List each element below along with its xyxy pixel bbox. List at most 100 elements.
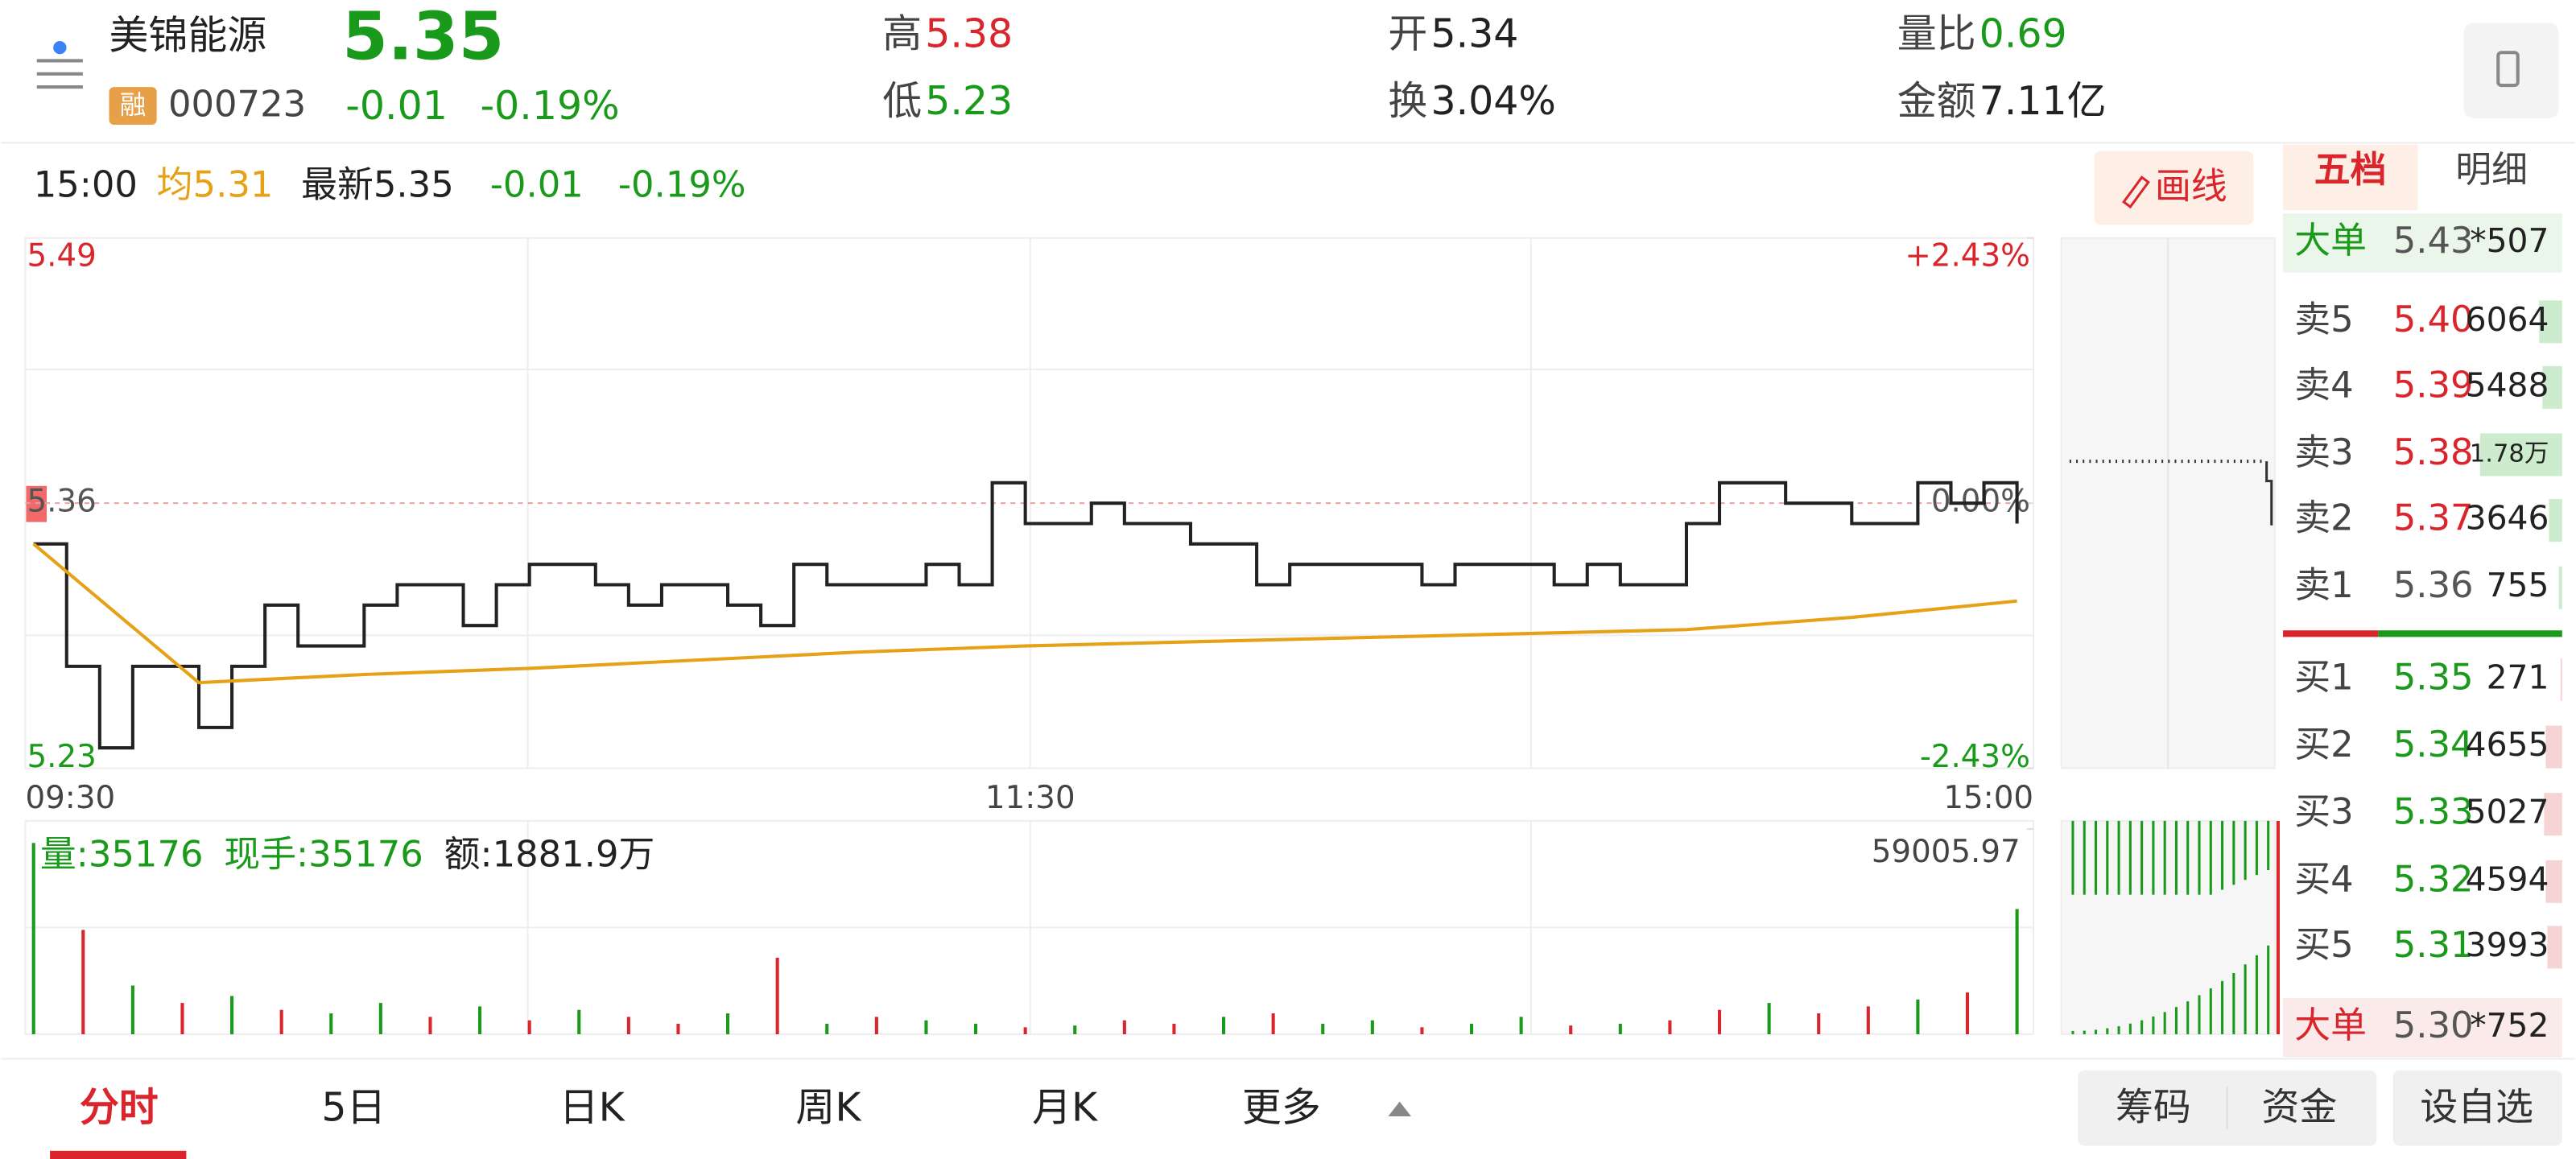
big-order-bg (2283, 213, 2562, 273)
order-label: 卖5 (2294, 298, 2353, 340)
bottom-button[interactable]: 筹码 (2116, 1085, 2191, 1129)
order-label: 卖2 (2294, 497, 2353, 539)
order-volume: 271 (2487, 658, 2549, 696)
order-price: 5.38 (2393, 431, 2474, 473)
depth-bar (2560, 658, 2562, 701)
volume-bar (130, 985, 134, 1034)
price-line (33, 481, 2019, 750)
pen-icon (2122, 175, 2150, 209)
menu-icon[interactable] (36, 40, 83, 89)
stat-value: 5.23 (925, 78, 1013, 124)
order-price: 5.40 (2393, 298, 2474, 340)
volume-bar (1569, 1025, 1573, 1034)
hand-label: 现手:35176 (224, 833, 423, 876)
order-label: 买3 (2294, 790, 2353, 833)
stat-value: 7.11亿 (1979, 78, 2107, 124)
badge-bg (109, 87, 157, 126)
x-tick-label: 11:30 (985, 780, 1075, 816)
latest-price: 最新5.35 (301, 163, 454, 206)
avg-price: 均5.31 (157, 163, 274, 206)
volume-bar (1172, 1024, 1176, 1034)
average-line (32, 542, 2017, 685)
bottom-button[interactable]: 资金 (2262, 1085, 2338, 1129)
bottom-tab[interactable]: 更多 (1242, 1084, 1321, 1130)
volume-bar (230, 996, 234, 1034)
volume-bar (577, 1009, 581, 1034)
order-volume: 4594 (2466, 860, 2549, 898)
stock-code: 000723 (168, 83, 306, 126)
depth-bar (2545, 860, 2562, 903)
stat-label: 开 (1388, 10, 1427, 56)
volume-bar (1767, 1003, 1771, 1034)
more-arrow[interactable] (1388, 1101, 1411, 1116)
order-volume: 3993 (2466, 926, 2549, 964)
volume-label: 量:35176 (40, 833, 204, 876)
volume-bar (726, 1013, 730, 1034)
volume-bar (1866, 1006, 1870, 1034)
volume-bar (1618, 1024, 1622, 1034)
volume-bar (1122, 1020, 1126, 1034)
order-price: 5.33 (2393, 790, 2474, 833)
stat-label: 高 (882, 10, 922, 56)
volume-bar (81, 930, 85, 1034)
volume-bar (1073, 1025, 1077, 1034)
stat-value: 5.34 (1430, 10, 1518, 56)
bottom-tab[interactable]: 周K (795, 1084, 862, 1130)
mini-panel (2060, 819, 2276, 1036)
depth-bar (2542, 365, 2562, 409)
volume-bar (775, 957, 779, 1034)
volume-bar (31, 843, 35, 1034)
volume-bar (1965, 992, 1970, 1034)
depth-bar (2479, 433, 2562, 476)
depth-bar (2558, 566, 2562, 609)
order-price: 5.35 (2393, 655, 2474, 698)
volume-bar (825, 1024, 829, 1034)
volume-max-label: 59005.97 (1872, 834, 2021, 870)
volume-bar (1370, 1020, 1374, 1034)
menu-dot (53, 40, 67, 55)
order-volume: 1.78万 (2470, 439, 2549, 468)
volume-bar (1469, 1024, 1474, 1034)
volume-bar (974, 1024, 978, 1034)
order-label: 买1 (2294, 655, 2353, 698)
order-volume: 5488 (2466, 365, 2549, 404)
draw-button[interactable] (2094, 151, 2254, 225)
order-label: 卖1 (2294, 563, 2353, 606)
depth-bar (2539, 300, 2562, 344)
big-order-bg (2283, 998, 2562, 1058)
order-price: 5.37 (2393, 497, 2474, 539)
bottom-tab[interactable]: 5日 (321, 1084, 386, 1130)
volume-bar (1519, 1017, 1523, 1034)
volume-bar (626, 1017, 630, 1034)
side-tab[interactable]: 五档 (2314, 148, 2387, 191)
stat-value: 5.38 (925, 10, 1013, 56)
mini-line (2265, 461, 2273, 526)
bottom-tab[interactable]: 日K (559, 1084, 626, 1130)
order-price: 5.32 (2393, 857, 2474, 900)
volume-bar (329, 1013, 333, 1034)
change-pct: -0.19% (618, 163, 746, 206)
order-volume: *752 (2470, 1006, 2549, 1045)
volume-bar (2015, 909, 2019, 1034)
volume-bar (1222, 1017, 1226, 1034)
volume-bar (676, 1024, 680, 1034)
volume-bar (428, 1017, 432, 1034)
stat-label: 量比 (1897, 10, 1976, 56)
tab-underline (50, 1150, 187, 1159)
watchlist-button[interactable] (2392, 1070, 2562, 1146)
order-price: 5.30 (2393, 1004, 2474, 1046)
device-button[interactable] (2463, 23, 2559, 118)
bottom-tab[interactable]: 分时 (80, 1084, 159, 1130)
volume-bar (1916, 999, 1920, 1034)
depth-bar (2547, 926, 2562, 969)
side-tab[interactable]: 明细 (2455, 148, 2528, 191)
order-label: 卖4 (2294, 363, 2353, 406)
draw-button-label: 画线 (2155, 165, 2227, 208)
stock-price: 5.35 (342, 0, 504, 75)
bottom-button[interactable]: 设自选 (2420, 1085, 2533, 1129)
order-label: 买5 (2294, 923, 2353, 966)
volume-bar (1321, 1024, 1325, 1034)
bottom-tab[interactable]: 月K (1032, 1084, 1099, 1130)
volume-bar (1817, 1013, 1821, 1034)
order-price: 5.39 (2393, 363, 2474, 406)
